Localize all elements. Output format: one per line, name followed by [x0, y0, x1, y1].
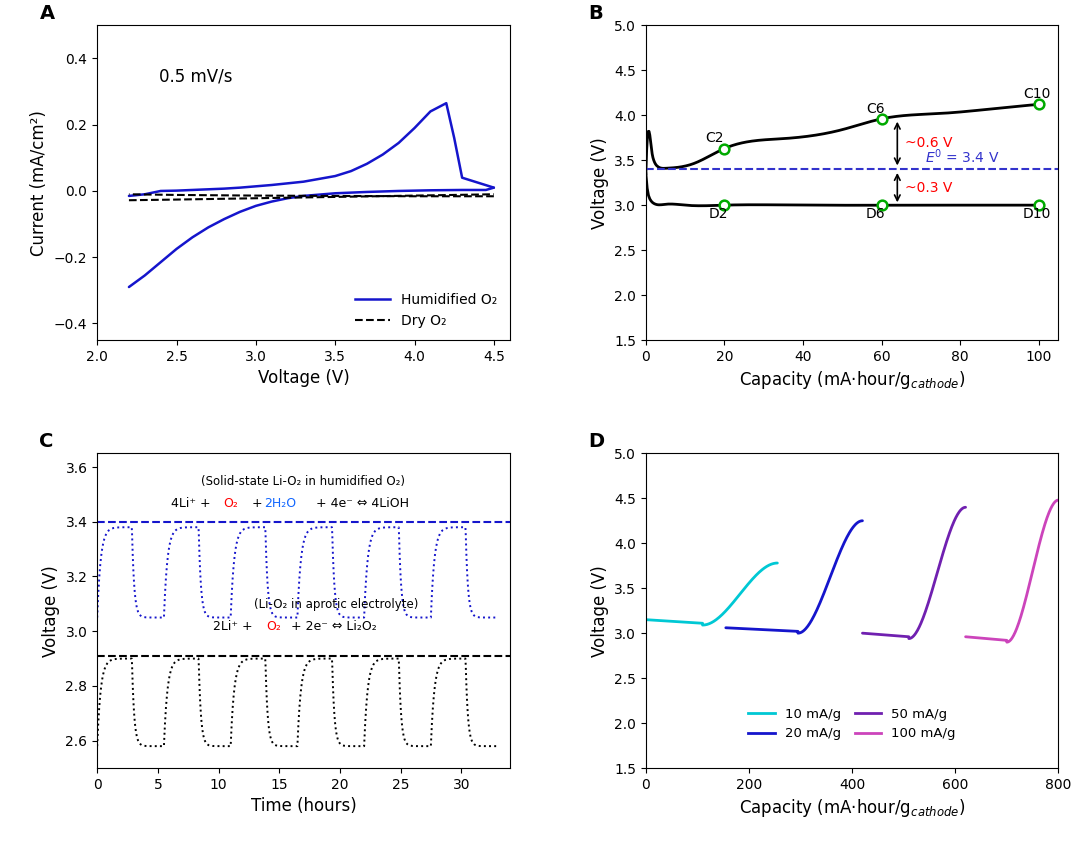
- Text: (Li-O₂ in aprotic electrolyte): (Li-O₂ in aprotic electrolyte): [254, 598, 419, 611]
- Y-axis label: Voltage (V): Voltage (V): [42, 565, 59, 657]
- Text: 4Li⁺ +: 4Li⁺ +: [172, 497, 215, 510]
- Y-axis label: Voltage (V): Voltage (V): [591, 565, 609, 657]
- Text: $E^0$ = 3.4 V: $E^0$ = 3.4 V: [924, 148, 999, 166]
- Text: C: C: [40, 432, 54, 451]
- X-axis label: Voltage (V): Voltage (V): [258, 370, 349, 387]
- Text: + 2e⁻ ⇔ Li₂O₂: + 2e⁻ ⇔ Li₂O₂: [287, 620, 377, 633]
- Text: (Solid-state Li-O₂ in humidified O₂): (Solid-state Li-O₂ in humidified O₂): [202, 475, 405, 489]
- Text: O₂: O₂: [267, 620, 281, 633]
- Text: O₂: O₂: [224, 497, 238, 510]
- Text: D6: D6: [866, 207, 886, 221]
- Text: 2Li⁺ +: 2Li⁺ +: [213, 620, 256, 633]
- Legend: Humidified O₂, Dry O₂: Humidified O₂, Dry O₂: [350, 287, 503, 333]
- Text: 0.5 mV/s: 0.5 mV/s: [159, 68, 232, 86]
- Text: D2: D2: [708, 207, 728, 221]
- Y-axis label: Current (mA/cm²): Current (mA/cm²): [30, 110, 49, 256]
- Text: B: B: [589, 4, 603, 23]
- X-axis label: Capacity (mA·hour/g$_{cathode}$): Capacity (mA·hour/g$_{cathode}$): [739, 798, 966, 820]
- Text: D: D: [589, 432, 604, 451]
- X-axis label: Capacity (mA·hour/g$_{cathode}$): Capacity (mA·hour/g$_{cathode}$): [739, 370, 966, 392]
- Text: ~0.3 V: ~0.3 V: [905, 181, 953, 195]
- Text: +: +: [247, 497, 267, 510]
- Text: C10: C10: [1023, 87, 1051, 101]
- Y-axis label: Voltage (V): Voltage (V): [591, 137, 609, 229]
- Text: 2H₂O: 2H₂O: [265, 497, 296, 510]
- Text: D10: D10: [1023, 207, 1052, 221]
- Text: C2: C2: [705, 131, 724, 145]
- Text: A: A: [40, 4, 55, 23]
- Text: ~0.6 V: ~0.6 V: [905, 136, 953, 149]
- X-axis label: Time (hours): Time (hours): [251, 798, 356, 815]
- Legend: 10 mA/g, 20 mA/g, 50 mA/g, 100 mA/g: 10 mA/g, 20 mA/g, 50 mA/g, 100 mA/g: [743, 702, 961, 746]
- Text: + 4e⁻ ⇔ 4LiOH: + 4e⁻ ⇔ 4LiOH: [312, 497, 408, 510]
- Text: C6: C6: [866, 101, 885, 116]
